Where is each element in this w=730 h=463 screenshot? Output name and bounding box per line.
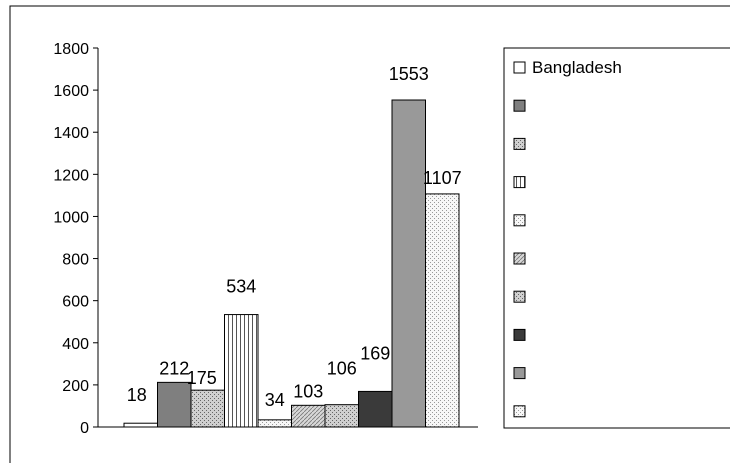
bar	[123, 422, 158, 428]
legend-swatch	[513, 99, 526, 112]
legend-swatch	[513, 137, 526, 150]
legend-swatch	[513, 61, 526, 74]
y-tick-label: 600	[62, 294, 89, 311]
y-tick-label: 1400	[53, 125, 89, 142]
y-tick-label: 200	[62, 378, 89, 395]
data-label: 106	[327, 359, 357, 379]
y-tick-label: 1600	[53, 83, 89, 100]
data-label: 175	[187, 368, 217, 388]
bar	[324, 404, 359, 428]
legend-box	[503, 47, 730, 429]
data-label: 1553	[389, 64, 429, 84]
legend-swatch	[513, 252, 526, 265]
bar	[291, 404, 326, 428]
data-label: 1107	[423, 168, 462, 188]
y-tick-label: 0	[80, 420, 89, 437]
legend-swatch	[513, 405, 526, 418]
legend-swatch	[513, 176, 526, 189]
legend-swatch	[513, 367, 526, 380]
y-tick-label: 1800	[53, 41, 89, 58]
data-label: 103	[293, 381, 323, 401]
bar	[358, 390, 393, 428]
y-tick-label: 1000	[53, 209, 89, 226]
data-label: 18	[127, 385, 147, 405]
data-label: 34	[265, 390, 285, 410]
y-axis-ticks: 0 200 400 600 800 1000 1200 1400 1600 1800	[53, 41, 98, 437]
bar	[257, 419, 292, 428]
y-tick-label: 1200	[53, 167, 89, 184]
y-tick-label: 400	[62, 336, 89, 353]
data-label: 212	[159, 358, 189, 378]
bar	[391, 99, 426, 428]
bar	[425, 193, 460, 428]
bar	[224, 314, 259, 428]
bar	[157, 381, 192, 428]
legend-swatch	[513, 214, 526, 227]
data-label: 534	[226, 277, 256, 297]
y-tick-label: 800	[62, 252, 89, 269]
legend-label: Bangladesh	[532, 58, 622, 77]
legend: Bangladesh	[513, 58, 622, 418]
bar	[190, 389, 225, 428]
legend-swatch	[513, 328, 526, 341]
legend-swatch	[513, 290, 526, 303]
data-label: 169	[360, 343, 390, 363]
bar-series	[123, 99, 460, 428]
